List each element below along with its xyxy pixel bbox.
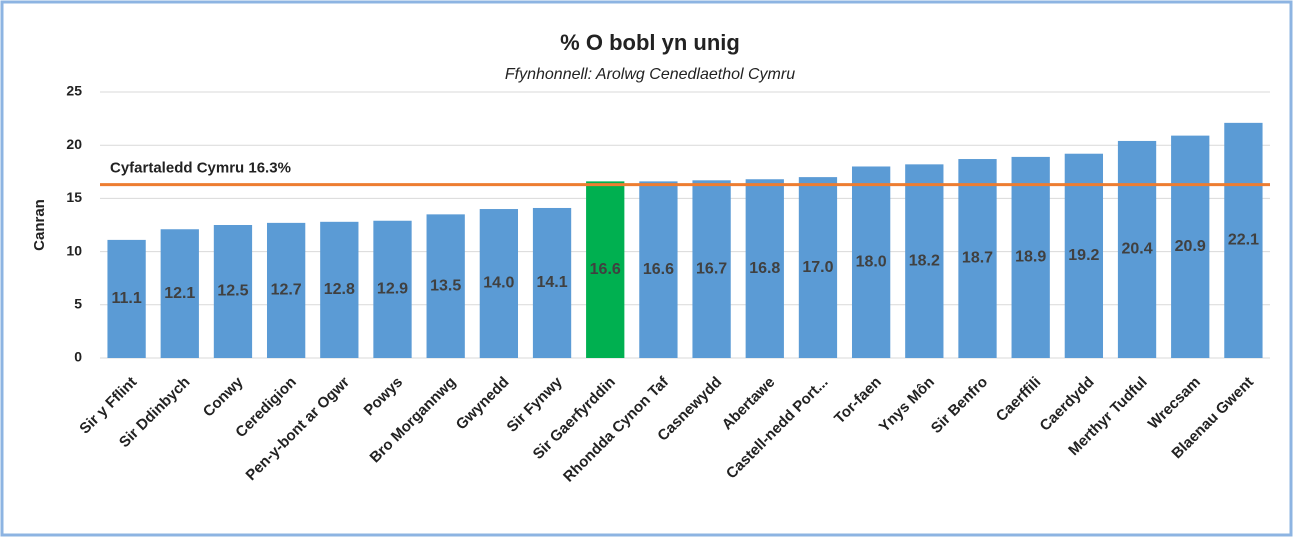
data-label: 14.1	[536, 274, 567, 291]
bar	[320, 221, 359, 358]
y-tick-label: 0	[74, 349, 82, 365]
bar	[373, 220, 412, 358]
data-label: 18.9	[1015, 249, 1046, 266]
bar	[1011, 156, 1050, 358]
bar	[160, 229, 199, 358]
y-tick-label: 25	[66, 83, 82, 99]
data-label: 18.7	[962, 250, 993, 267]
bar	[905, 164, 944, 358]
bar	[1171, 135, 1210, 358]
data-label: 16.7	[696, 260, 727, 277]
bar	[479, 209, 519, 358]
chart-subtitle: Ffynhonnell: Arolwg Cenedlaethol Cymru	[505, 66, 795, 83]
bar	[586, 181, 625, 358]
bar	[532, 207, 572, 358]
bar	[266, 222, 306, 358]
bar	[426, 214, 465, 358]
data-label: 14.0	[483, 275, 514, 292]
data-label: 12.5	[217, 283, 248, 300]
y-tick-label: 5	[74, 296, 82, 312]
bar	[745, 179, 784, 358]
bar	[798, 177, 838, 358]
data-label: 20.9	[1175, 238, 1206, 255]
data-label: 18.0	[856, 253, 887, 270]
data-label: 12.1	[164, 285, 195, 302]
y-axis-label: Canran	[31, 199, 48, 251]
bar	[1064, 153, 1104, 358]
data-label: 12.9	[377, 281, 408, 298]
bar	[958, 159, 997, 358]
data-label: 16.6	[643, 261, 674, 278]
bar	[107, 239, 146, 358]
data-label: 22.1	[1228, 232, 1259, 249]
data-label: 16.8	[749, 260, 780, 277]
bar	[692, 180, 731, 358]
data-label: 12.8	[324, 281, 355, 298]
reference-label: Cyfartaledd Cymru 16.3%	[110, 160, 291, 177]
bar	[851, 166, 891, 358]
data-label: 13.5	[430, 277, 461, 294]
chart-title: % O bobl yn unig	[560, 30, 740, 55]
data-label: 20.4	[1121, 241, 1152, 258]
bar	[639, 181, 678, 358]
y-tick-label: 20	[66, 136, 82, 152]
data-label: 11.1	[111, 290, 141, 307]
bar	[1224, 122, 1263, 358]
y-tick-label: 10	[66, 242, 82, 258]
bar	[1117, 140, 1157, 358]
data-label: 17.0	[802, 259, 833, 276]
bar	[213, 225, 253, 358]
y-tick-label: 15	[66, 189, 82, 205]
data-label: 19.2	[1068, 247, 1099, 264]
data-label: 18.2	[909, 252, 940, 269]
data-label: 16.6	[590, 261, 621, 278]
data-label: 12.7	[271, 282, 302, 299]
